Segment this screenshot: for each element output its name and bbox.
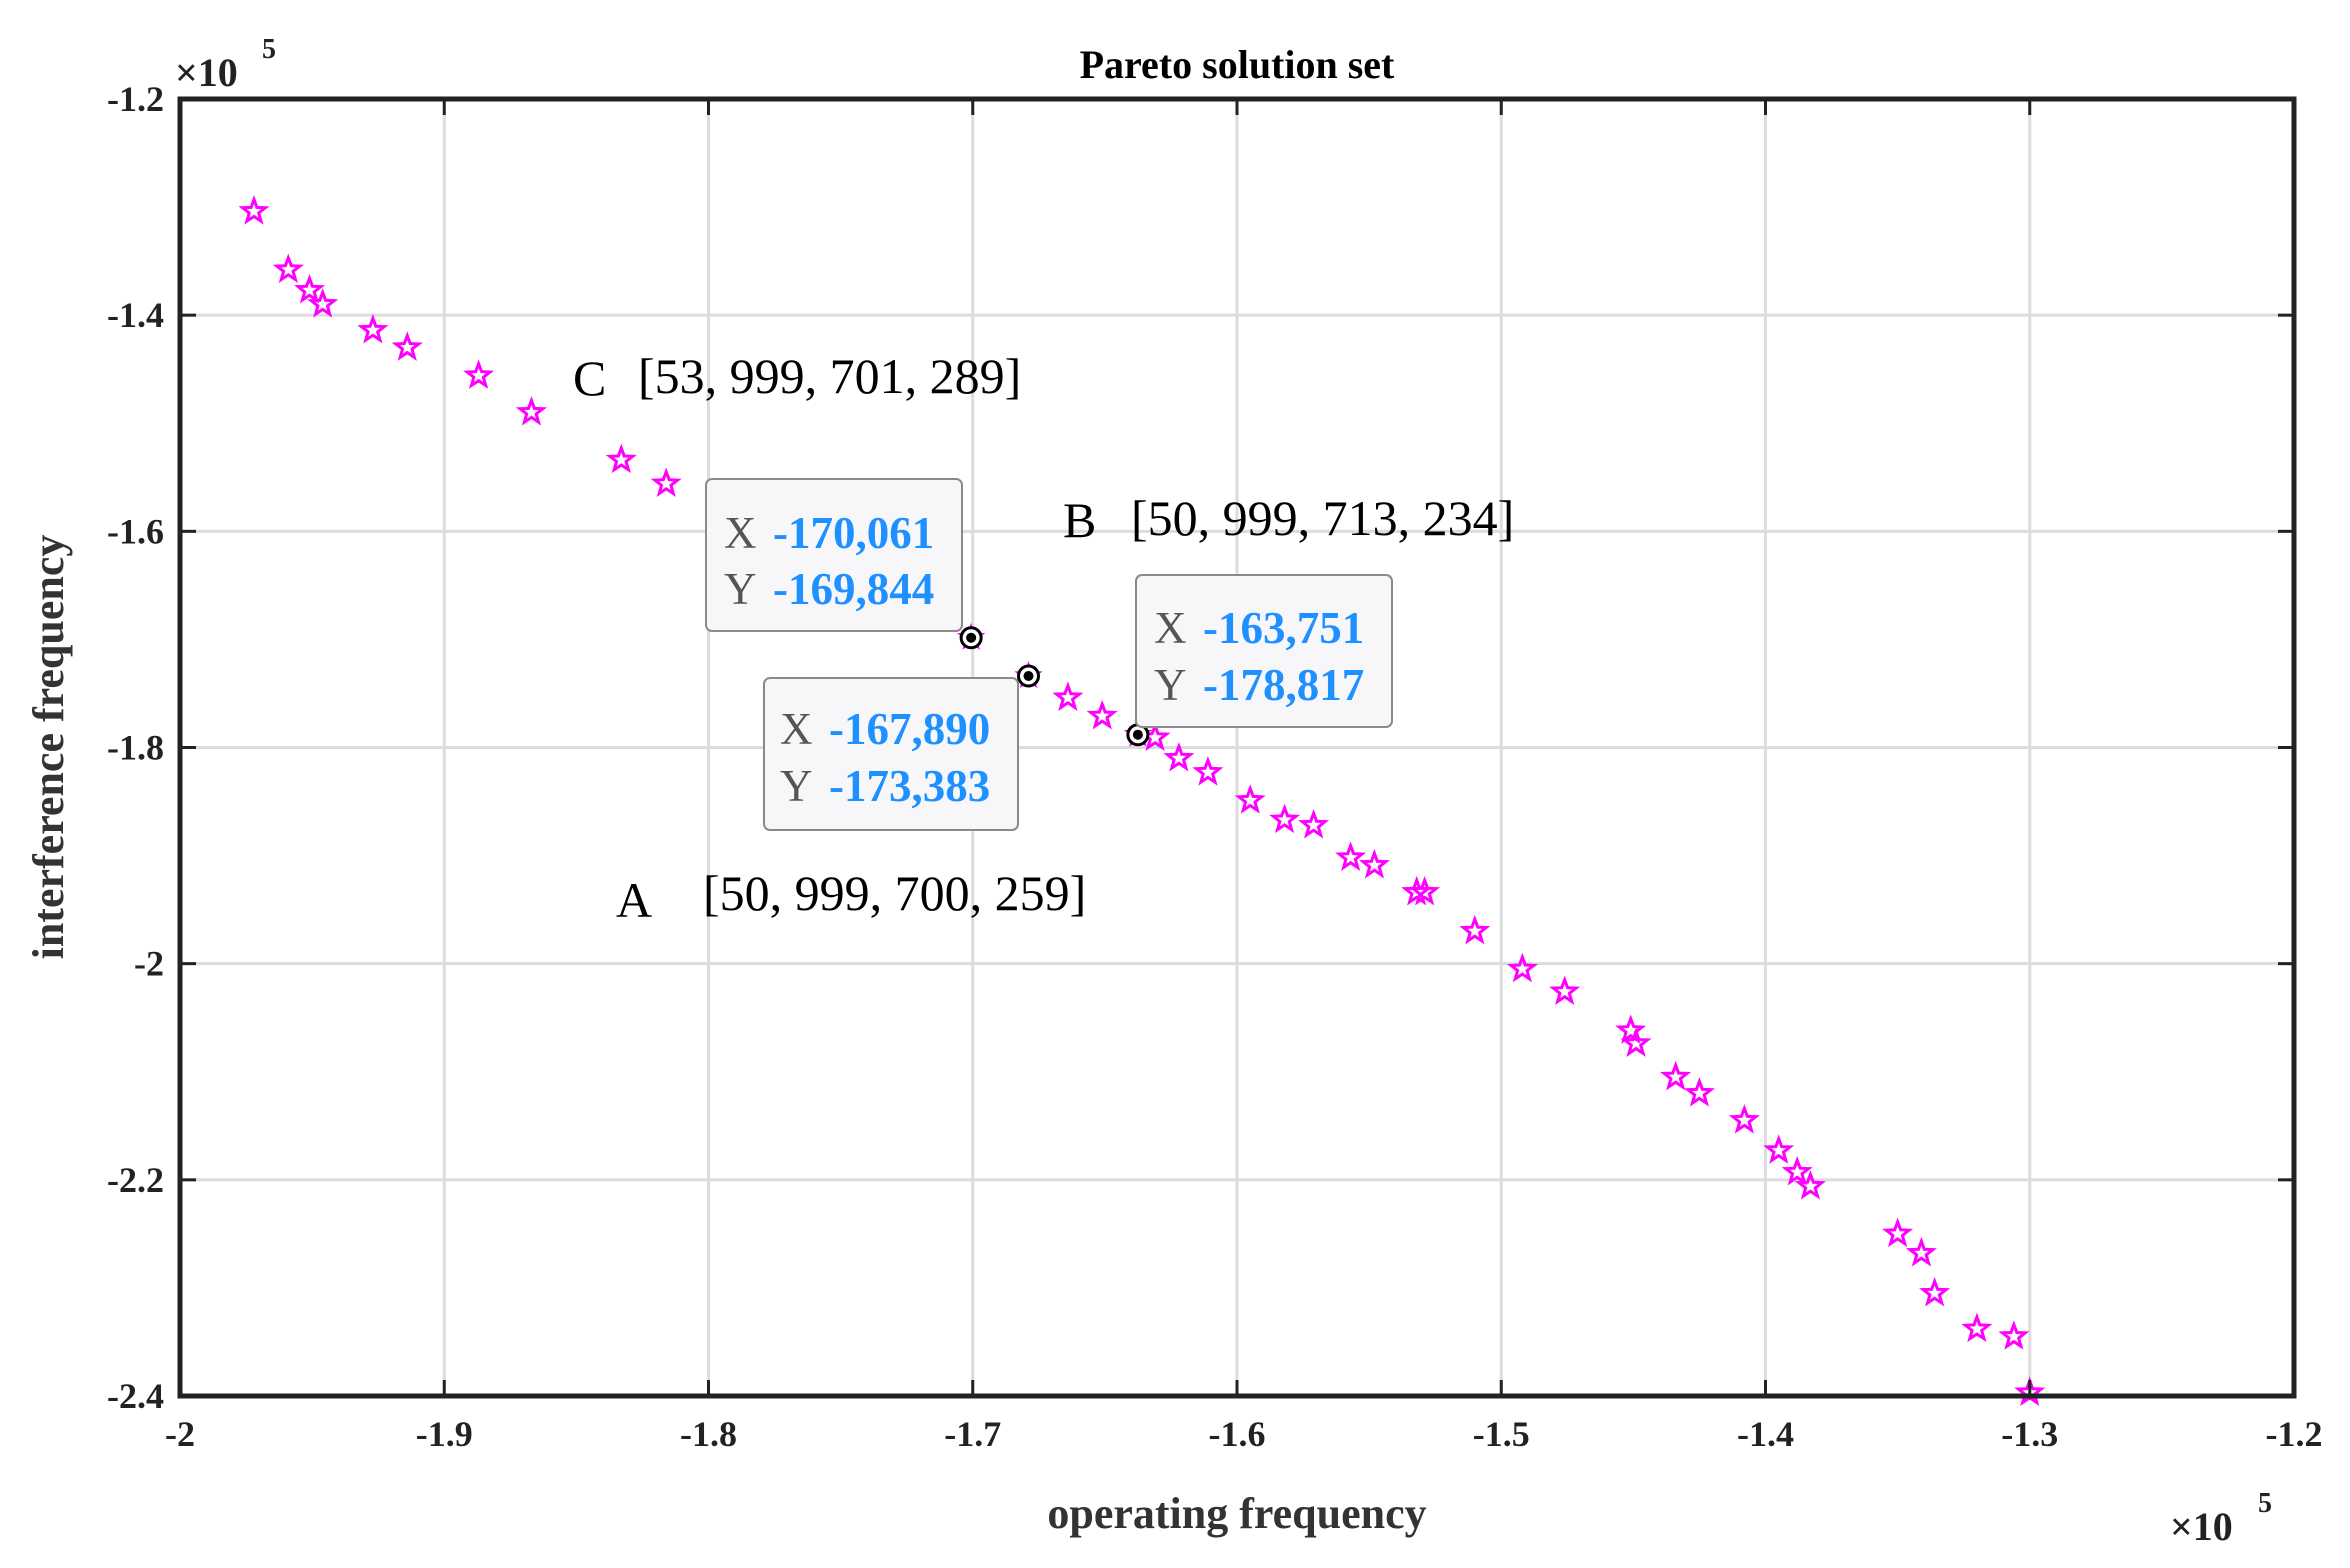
data-point bbox=[1683, 1077, 1716, 1107]
annotation-b-vector: [50, 999, 713, 234] bbox=[1131, 490, 1514, 546]
y-exponent: ×10 5 bbox=[175, 34, 276, 95]
annotation-a: A [50, 999, 700, 259] bbox=[616, 865, 1086, 928]
datatip-1: X -170,061 Y -169,844 bbox=[705, 478, 963, 632]
grid bbox=[180, 99, 2294, 1396]
data-point bbox=[1086, 699, 1118, 730]
data-points bbox=[238, 194, 2046, 1407]
data-point bbox=[1192, 756, 1224, 786]
data-point bbox=[515, 396, 548, 426]
x-tick-label: -1.2 bbox=[2266, 1414, 2323, 1454]
x-exponent-power: 5 bbox=[2258, 1488, 2272, 1519]
x-tick-label: -1.6 bbox=[1209, 1414, 1266, 1454]
datatip-1-y-value: -169,844 bbox=[773, 564, 934, 614]
x-tick-label: -1.8 bbox=[680, 1414, 737, 1454]
datatip-2: X -167,890 Y -173,383 bbox=[763, 677, 1019, 831]
data-point bbox=[1919, 1276, 1951, 1307]
data-point bbox=[1615, 1014, 1647, 1044]
datatip-2-y-key: Y bbox=[780, 761, 813, 811]
data-point bbox=[272, 253, 304, 284]
datatip-3-x-value: -163,751 bbox=[1203, 603, 1364, 653]
x-exponent: ×10 5 bbox=[2170, 1488, 2272, 1549]
y-axis-label: interference frequency bbox=[24, 535, 73, 960]
y-tick-label: -2.2 bbox=[107, 1160, 164, 1200]
data-point bbox=[1335, 841, 1367, 872]
data-point bbox=[1459, 914, 1491, 945]
data-point bbox=[307, 288, 339, 318]
annotation-c-vector: [53, 999, 701, 289] bbox=[638, 348, 1021, 404]
datatip-3-y-key: Y bbox=[1154, 660, 1187, 710]
datatip-3-box bbox=[1135, 574, 1393, 728]
data-point bbox=[1358, 848, 1390, 879]
annotation-a-vector: [50, 999, 700, 259] bbox=[703, 865, 1086, 921]
data-point bbox=[1794, 1169, 1826, 1200]
data-point bbox=[391, 331, 423, 361]
data-point bbox=[1163, 741, 1195, 772]
x-tick-label: -1.9 bbox=[416, 1414, 473, 1454]
data-point bbox=[1998, 1320, 2030, 1350]
data-point bbox=[650, 467, 682, 498]
x-tick-label: -1.7 bbox=[944, 1414, 1001, 1454]
y-tick-label: -2.4 bbox=[107, 1376, 164, 1416]
data-point bbox=[1269, 803, 1301, 834]
axis-ticks bbox=[178, 97, 2296, 1398]
data-point bbox=[357, 313, 389, 344]
annotation-b: B [50, 999, 713, 234] bbox=[1063, 490, 1514, 548]
data-point bbox=[463, 359, 495, 389]
datatip-3: X -163,751 Y -178,817 bbox=[1135, 574, 1393, 728]
y-tick-label: -1.2 bbox=[107, 79, 164, 119]
data-point bbox=[1506, 952, 1538, 983]
datatip-2-y-value: -173,383 bbox=[829, 761, 990, 811]
data-point bbox=[294, 273, 326, 304]
x-tick-label: -1.3 bbox=[2001, 1414, 2058, 1454]
annotation-c: C [53, 999, 701, 289] bbox=[573, 348, 1021, 406]
y-exponent-multiplier: ×10 bbox=[175, 50, 238, 95]
y-tick-label: -2 bbox=[134, 944, 164, 984]
highlight-dot bbox=[1132, 729, 1143, 740]
y-tick-label: -1.4 bbox=[107, 295, 164, 335]
data-point bbox=[1905, 1236, 1937, 1267]
data-point bbox=[1052, 681, 1084, 712]
highlight-dot bbox=[1023, 670, 1034, 681]
datatip-1-box bbox=[705, 478, 963, 632]
data-point bbox=[1620, 1027, 1652, 1057]
datatip-2-box bbox=[763, 677, 1019, 831]
annotation-b-letter: B bbox=[1063, 492, 1096, 548]
chart-title: Pareto solution set bbox=[1080, 42, 1395, 87]
data-point bbox=[238, 194, 270, 225]
data-point bbox=[1660, 1060, 1692, 1091]
tick-labels: -2 -1.9 -1.8 -1.7 -1.6 -1.5 -1.4 -1.3 -1.2 -1.2 -1… bbox=[107, 79, 2323, 1454]
datatip-1-x-key: X bbox=[724, 508, 757, 558]
data-point bbox=[1549, 975, 1581, 1006]
datatip-3-x-key: X bbox=[1154, 603, 1187, 653]
data-point bbox=[1401, 875, 1433, 906]
annotation-a-letter: A bbox=[616, 872, 652, 928]
datatip-1-y-key: Y bbox=[724, 564, 757, 614]
x-axis-label: operating frequency bbox=[1047, 1489, 1426, 1538]
y-exponent-power: 5 bbox=[262, 34, 276, 65]
data-point bbox=[1409, 875, 1441, 906]
highlighted-points bbox=[956, 622, 1153, 747]
data-point bbox=[1298, 808, 1330, 839]
datatip-3-y-value: -178,817 bbox=[1203, 660, 1364, 710]
data-point bbox=[1781, 1155, 1813, 1186]
x-exponent-multiplier: ×10 bbox=[2170, 1504, 2233, 1549]
data-point bbox=[1234, 784, 1266, 814]
x-tick-label: -1.4 bbox=[1737, 1414, 1794, 1454]
datatip-2-x-value: -167,890 bbox=[829, 704, 990, 754]
data-point bbox=[1728, 1104, 1760, 1134]
x-tick-label: -2 bbox=[165, 1414, 195, 1454]
y-tick-label: -1.6 bbox=[107, 511, 164, 551]
data-point bbox=[1763, 1134, 1795, 1164]
highlight-dot bbox=[966, 632, 977, 643]
annotation-c-letter: C bbox=[573, 350, 606, 406]
data-point bbox=[1882, 1217, 1914, 1248]
datatip-1-x-value: -170,061 bbox=[773, 508, 934, 558]
data-point bbox=[605, 443, 637, 474]
datatip-2-x-key: X bbox=[780, 704, 813, 754]
x-tick-label: -1.5 bbox=[1473, 1414, 1530, 1454]
data-point bbox=[1961, 1312, 1993, 1343]
y-tick-label: -1.8 bbox=[107, 728, 164, 768]
